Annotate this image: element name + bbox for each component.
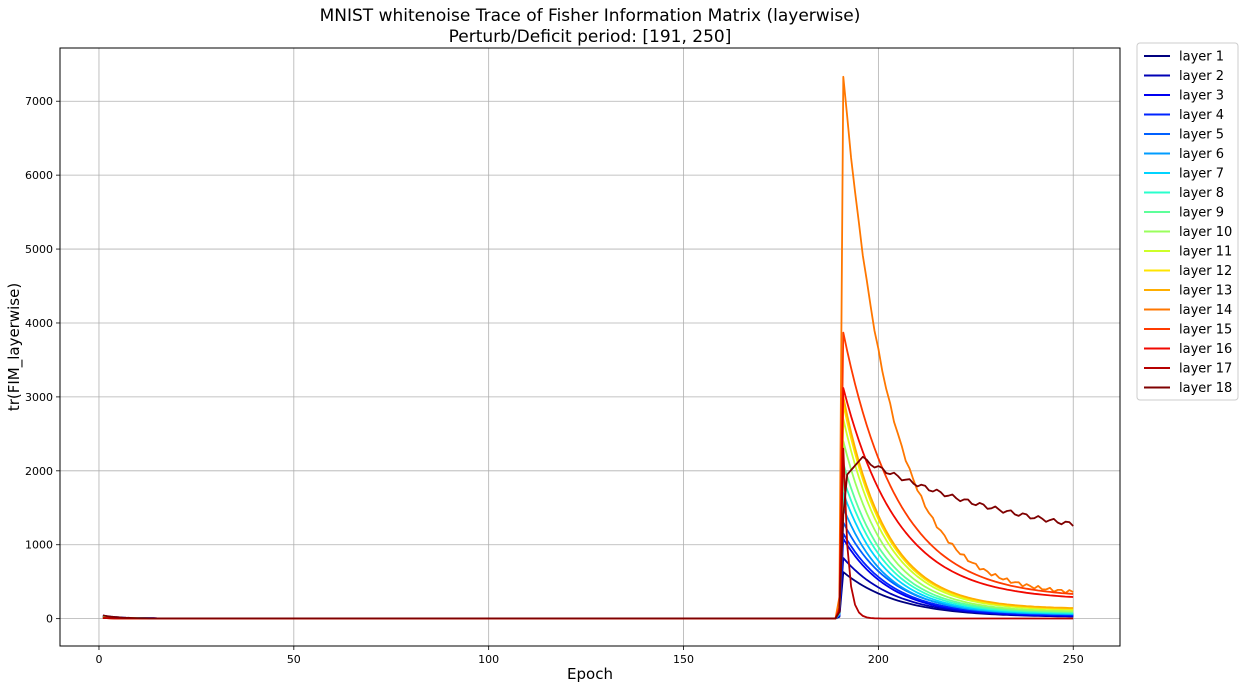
legend-label: layer 6: [1179, 147, 1224, 162]
x-tick-label: 150: [673, 653, 694, 666]
x-tick-label: 0: [95, 653, 102, 666]
y-tick-label: 3000: [25, 391, 53, 404]
x-tick-label: 100: [478, 653, 499, 666]
series-line-layer-18: [102, 455, 1074, 620]
legend-label: layer 16: [1179, 342, 1232, 357]
y-tick-label: 1000: [25, 539, 53, 552]
y-tick-label: 4000: [25, 317, 53, 330]
series-line-layer-13: [102, 395, 1074, 620]
legend: layer 1 layer 2 layer 3 layer 4 layer 5 layer…: [1136, 42, 1239, 401]
chart-title-line1: MNIST whitenoise Trace of Fisher Informa…: [320, 6, 861, 26]
series-line-layer-17: [102, 447, 1074, 620]
axis-ticks: 0 50 100 150 200 250 0 1000 2000 3000 4000 5000 6000…: [25, 95, 1084, 666]
x-tick-label: 250: [1063, 653, 1084, 666]
legend-label: layer 1: [1179, 50, 1224, 65]
legend-label: layer 14: [1179, 303, 1232, 318]
series-line-layer-15: [102, 331, 1074, 620]
legend-label: layer 17: [1179, 362, 1232, 377]
plot-frame: [59, 47, 1121, 647]
legend-label: layer 3: [1179, 89, 1224, 104]
x-tick-label: 50: [287, 653, 301, 666]
legend-label: layer 2: [1179, 69, 1224, 84]
y-tick-label: 7000: [25, 95, 53, 108]
legend-label: layer 12: [1179, 264, 1232, 279]
x-axis-label: Epoch: [567, 665, 613, 683]
legend-label: layer 10: [1179, 225, 1232, 240]
x-tick-label: 200: [868, 653, 889, 666]
chart-title-line2: Perturb/Deficit period: [191, 250]: [449, 27, 732, 47]
legend-label: layer 4: [1179, 108, 1224, 123]
legend-label: layer 18: [1179, 381, 1232, 396]
legend-label: layer 8: [1179, 186, 1224, 201]
legend-label: layer 15: [1179, 323, 1232, 338]
legend-label: layer 7: [1179, 167, 1224, 182]
legend-label: layer 11: [1179, 245, 1232, 260]
y-tick-label: 5000: [25, 243, 53, 256]
y-tick-label: 6000: [25, 169, 53, 182]
y-axis-label: tr(FIM_layerwise): [5, 283, 24, 411]
y-tick-label: 0: [46, 613, 53, 626]
legend-label: layer 9: [1179, 206, 1224, 221]
series-lines: [102, 75, 1074, 620]
legend-label: layer 5: [1179, 128, 1224, 143]
legend-label: layer 13: [1179, 284, 1232, 299]
series-line-layer-14: [102, 75, 1074, 620]
y-tick-label: 2000: [25, 465, 53, 478]
legend-frame: [1136, 42, 1239, 401]
grid-lines: [60, 48, 1120, 646]
